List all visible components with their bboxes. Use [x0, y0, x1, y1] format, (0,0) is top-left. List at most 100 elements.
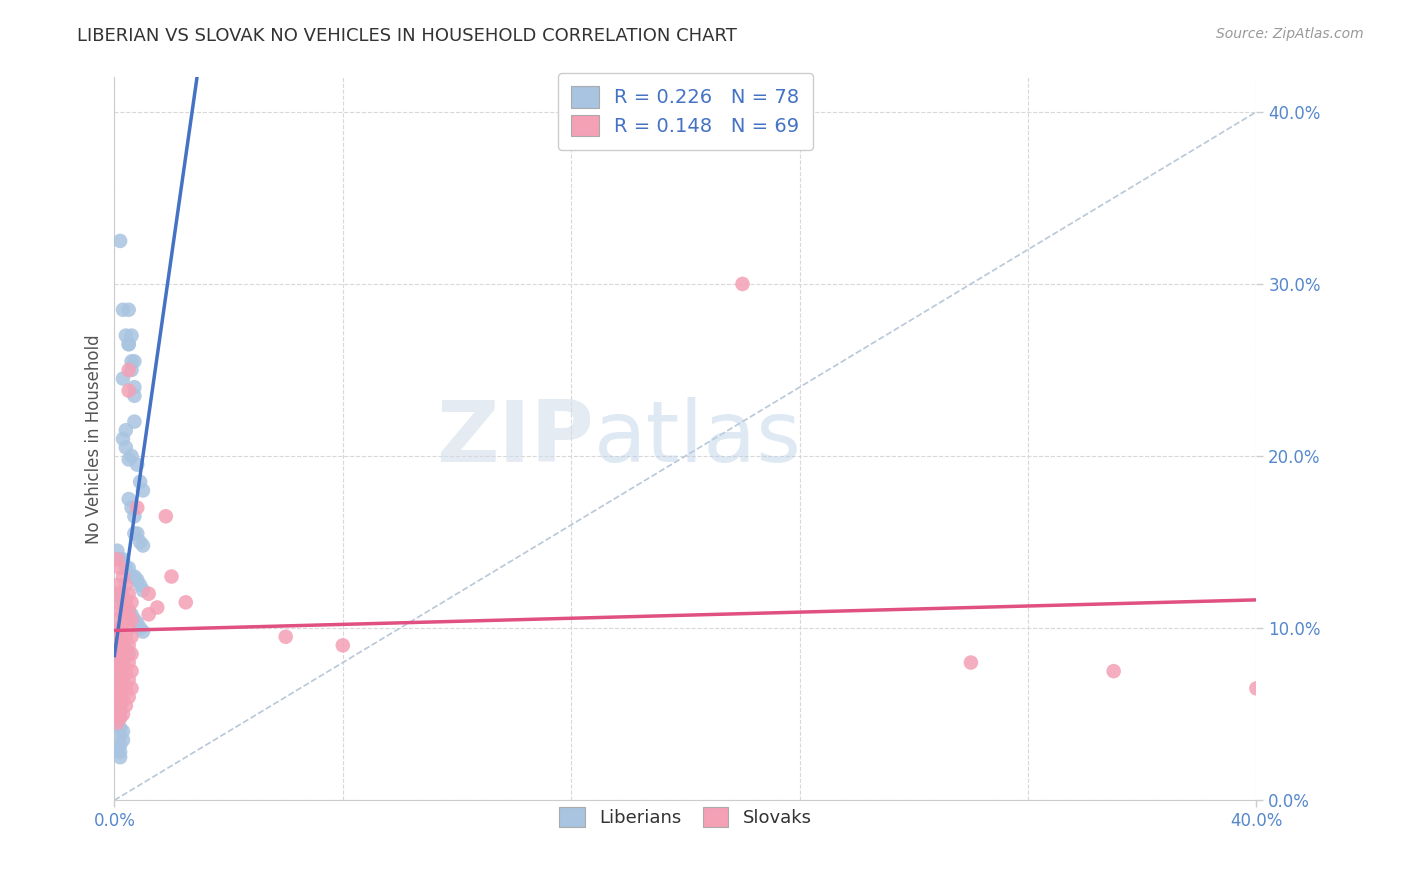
Point [108, 621, 131, 635]
Point [114, 613, 136, 627]
Point [108, 635, 131, 649]
Point [111, 624, 134, 639]
Point [132, 583, 155, 598]
Point [124, 613, 146, 627]
Point [129, 578, 152, 592]
Point [121, 681, 143, 696]
Point [105, 741, 128, 756]
Point [111, 656, 134, 670]
Point [731, 277, 754, 291]
Point [105, 690, 128, 704]
Point [124, 526, 146, 541]
Point [111, 724, 134, 739]
Point [105, 552, 128, 566]
Point [108, 590, 131, 604]
Point [155, 509, 177, 524]
Point [111, 569, 134, 583]
Text: LIBERIAN VS SLOVAK NO VEHICLES IN HOUSEHOLD CORRELATION CHART: LIBERIAN VS SLOVAK NO VEHICLES IN HOUSEH… [77, 27, 737, 45]
Point [118, 363, 141, 377]
Point [114, 561, 136, 575]
Point [114, 595, 136, 609]
Point [105, 686, 128, 700]
Point [108, 656, 131, 670]
Point [111, 669, 134, 683]
Point [114, 441, 136, 455]
Point [124, 389, 146, 403]
Point [108, 738, 131, 752]
Point [138, 607, 160, 622]
Point [118, 690, 141, 704]
Point [114, 647, 136, 661]
Point [1246, 681, 1268, 696]
Point [105, 587, 128, 601]
Point [108, 750, 131, 764]
Point [108, 669, 131, 683]
Point [108, 711, 131, 725]
Point [108, 745, 131, 759]
Point [105, 664, 128, 678]
Point [118, 647, 141, 661]
Point [146, 600, 169, 615]
Point [121, 569, 143, 583]
Point [108, 552, 131, 566]
Point [118, 621, 141, 635]
Point [118, 384, 141, 398]
Point [111, 641, 134, 656]
Point [105, 630, 128, 644]
Point [118, 337, 141, 351]
Point [121, 664, 143, 678]
Point [105, 715, 128, 730]
Point [127, 526, 149, 541]
Point [114, 630, 136, 644]
Point [114, 600, 136, 615]
Point [108, 647, 131, 661]
Point [129, 621, 152, 635]
Point [127, 615, 149, 630]
Point [132, 483, 155, 498]
Point [108, 728, 131, 742]
Point [121, 630, 143, 644]
Point [118, 337, 141, 351]
Point [118, 561, 141, 575]
Point [127, 500, 149, 515]
Point [111, 302, 134, 317]
Point [118, 491, 141, 506]
Point [108, 234, 131, 248]
Point [111, 371, 134, 385]
Point [124, 569, 146, 583]
Point [121, 500, 143, 515]
Point [111, 673, 134, 687]
Point [121, 449, 143, 463]
Point [108, 704, 131, 718]
Point [108, 635, 131, 649]
Point [111, 733, 134, 747]
Point [118, 656, 141, 670]
Point [108, 587, 131, 601]
Point [108, 659, 131, 673]
Text: atlas: atlas [595, 397, 801, 480]
Point [105, 652, 128, 666]
Point [108, 721, 131, 735]
Text: ZIP: ZIP [436, 397, 595, 480]
Point [121, 595, 143, 609]
Point [118, 587, 141, 601]
Point [127, 573, 149, 587]
Point [105, 664, 128, 678]
Y-axis label: No Vehicles in Household: No Vehicles in Household [86, 334, 103, 543]
Point [114, 698, 136, 713]
Point [105, 543, 128, 558]
Point [105, 638, 128, 652]
Point [108, 681, 131, 696]
Point [132, 539, 155, 553]
Point [111, 595, 134, 609]
Point [108, 711, 131, 725]
Point [124, 380, 146, 394]
Point [118, 604, 141, 618]
Point [111, 707, 134, 722]
Point [111, 607, 134, 622]
Point [124, 509, 146, 524]
Point [105, 698, 128, 713]
Point [108, 604, 131, 618]
Point [114, 641, 136, 656]
Point [114, 664, 136, 678]
